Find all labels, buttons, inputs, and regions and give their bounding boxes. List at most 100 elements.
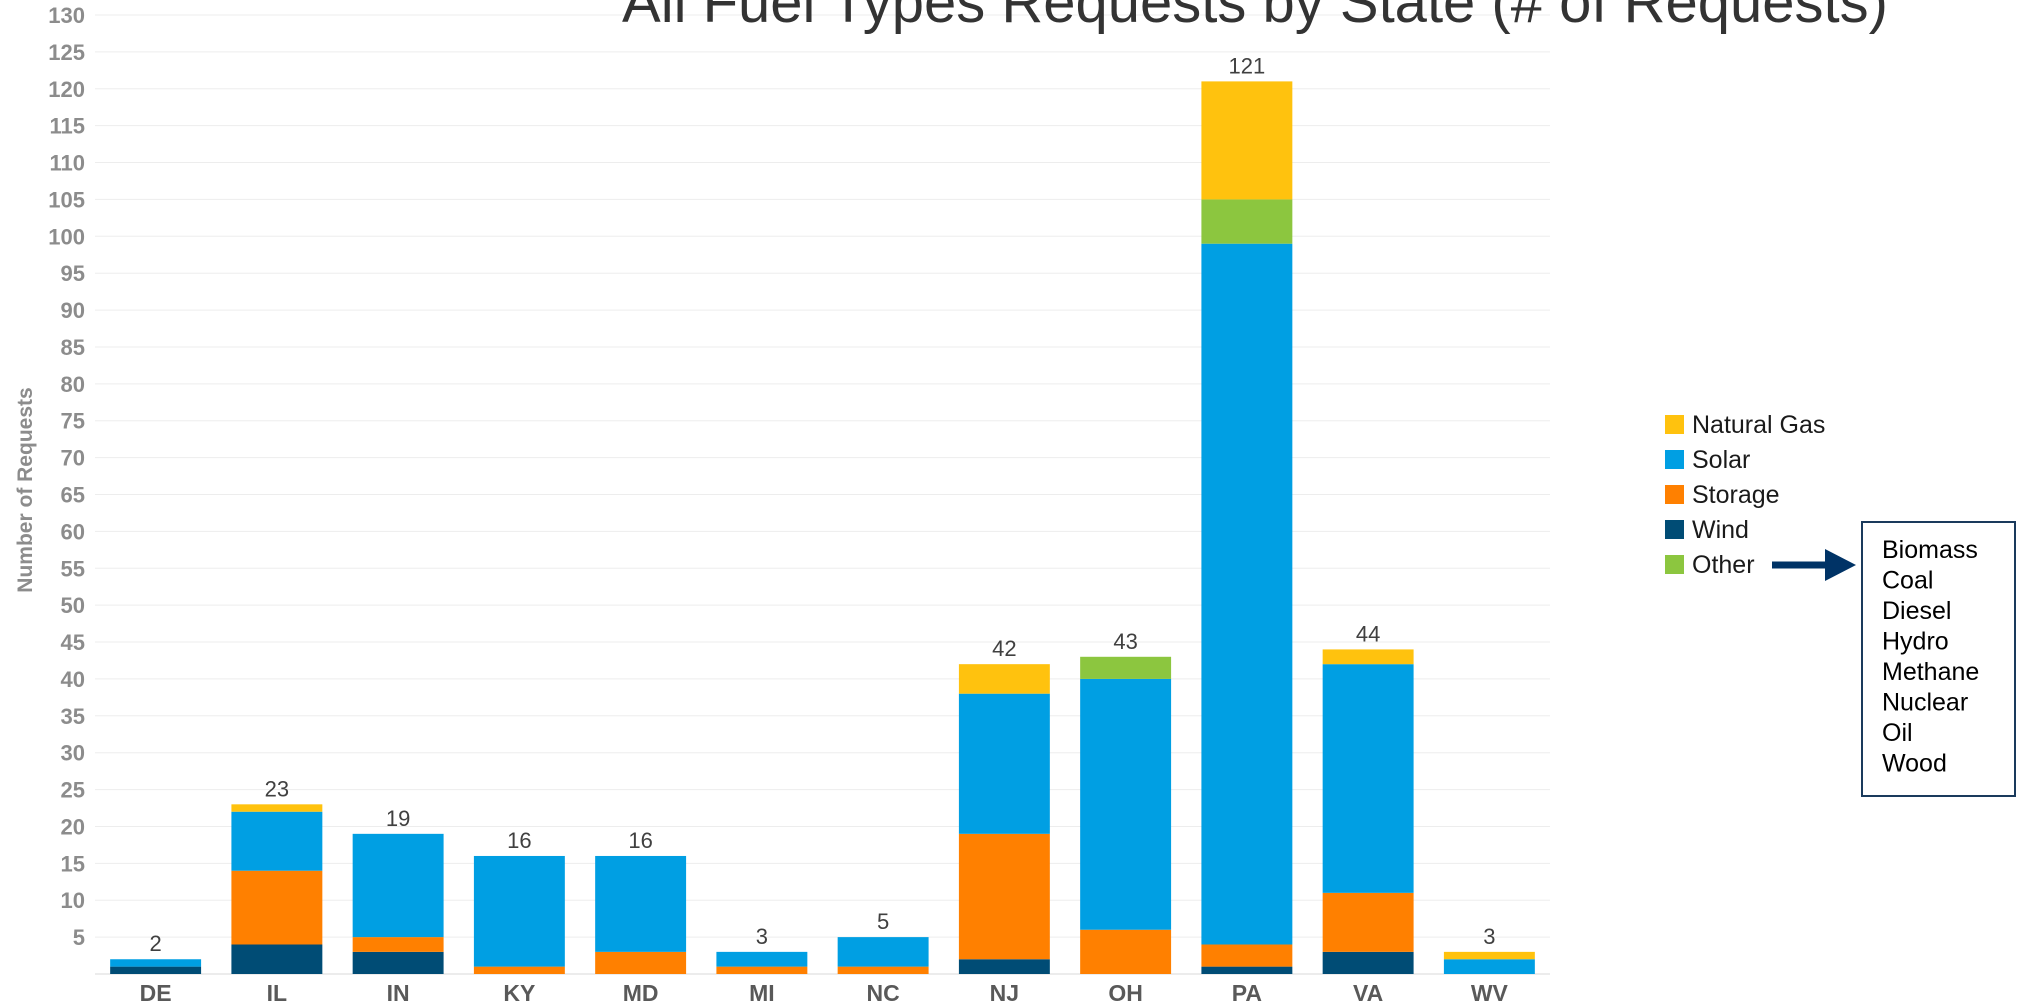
bar-total-label: 43 bbox=[1113, 629, 1137, 654]
bar-segment-natural-gas bbox=[1443, 951, 1535, 960]
y-tick-label: 100 bbox=[48, 224, 85, 249]
other-fuel-type-item: Methane bbox=[1882, 658, 1979, 686]
bar-total-label: 121 bbox=[1229, 53, 1266, 78]
bar-total-label: 16 bbox=[628, 828, 652, 853]
bar-total-label: 16 bbox=[507, 828, 531, 853]
legend-swatch bbox=[1665, 555, 1684, 574]
y-tick-label: 115 bbox=[50, 114, 86, 139]
y-tick-label: 25 bbox=[61, 778, 85, 803]
bar-segment-solar bbox=[110, 959, 202, 967]
bar-segment-storage bbox=[352, 937, 444, 952]
bar-segment-other bbox=[1080, 656, 1172, 679]
x-category-label: DE bbox=[140, 980, 172, 1005]
other-fuel-type-item: Coal bbox=[1882, 567, 1933, 595]
x-category-label: IL bbox=[267, 980, 287, 1005]
bar-segment-solar bbox=[958, 693, 1050, 834]
y-tick-label: 50 bbox=[61, 593, 85, 618]
x-axis-categories: DE IL IN KY MD MI NC NJ OH PA VA WV bbox=[140, 980, 1509, 1005]
bar-total-label: 3 bbox=[1483, 924, 1495, 949]
y-tick-label: 55 bbox=[61, 556, 85, 581]
bar-segment-storage bbox=[473, 966, 565, 974]
bar-segment-solar bbox=[595, 855, 687, 952]
bar-segment-storage bbox=[1080, 929, 1172, 974]
x-category-label: WV bbox=[1471, 980, 1509, 1005]
y-tick-label: 85 bbox=[61, 335, 85, 360]
bar-segment-solar bbox=[837, 937, 929, 967]
bar-segment-wind bbox=[958, 959, 1050, 974]
bar-segment-storage bbox=[837, 966, 929, 974]
x-category-label: IN bbox=[387, 980, 410, 1005]
y-tick-label: 130 bbox=[48, 3, 85, 28]
x-category-label: KY bbox=[503, 980, 535, 1005]
x-category-label: PA bbox=[1232, 980, 1262, 1005]
other-fuel-type-item: Diesel bbox=[1882, 597, 1951, 625]
x-category-label: NJ bbox=[990, 980, 1019, 1005]
legend-label: Other bbox=[1692, 551, 1755, 579]
bar-segment-solar bbox=[231, 811, 323, 871]
y-tick-label: 110 bbox=[50, 151, 86, 176]
bar-segment-solar bbox=[1080, 678, 1172, 930]
y-tick-label: 30 bbox=[61, 741, 85, 766]
bar-segment-other bbox=[1201, 199, 1293, 244]
legend-label: Wind bbox=[1692, 516, 1749, 544]
x-category-label: VA bbox=[1353, 980, 1383, 1005]
y-axis-label: Number of Requests bbox=[14, 387, 37, 592]
bar-total-label: 5 bbox=[877, 909, 889, 934]
y-tick-label: 40 bbox=[61, 667, 85, 692]
y-tick-label: 20 bbox=[61, 814, 85, 839]
legend-swatch bbox=[1665, 450, 1684, 469]
other-fuel-type-item: Nuclear bbox=[1882, 689, 1968, 717]
legend-swatch bbox=[1665, 485, 1684, 504]
bar-total-label: 3 bbox=[756, 924, 768, 949]
bar-segment-storage bbox=[1201, 944, 1293, 967]
legend-label: Solar bbox=[1692, 446, 1750, 474]
other-fuel-type-item: Hydro bbox=[1882, 628, 1949, 656]
bar-segment-storage bbox=[716, 966, 808, 974]
y-tick-label: 5 bbox=[73, 925, 85, 950]
y-tick-label: 95 bbox=[61, 261, 85, 286]
bar-segment-solar bbox=[473, 855, 565, 967]
y-tick-label: 60 bbox=[61, 519, 85, 544]
bar-segment-solar bbox=[352, 833, 444, 938]
legend-swatch bbox=[1665, 520, 1684, 539]
y-tick-label: 10 bbox=[61, 888, 85, 913]
bar-segment-storage bbox=[958, 833, 1050, 960]
arrow-right-icon bbox=[1825, 549, 1856, 581]
chart-title: All Fuel Types Requests by State (# of R… bbox=[622, 0, 1888, 35]
bar-segment-solar bbox=[1322, 664, 1414, 893]
x-category-label: MD bbox=[623, 980, 659, 1005]
legend-label: Storage bbox=[1692, 481, 1780, 509]
y-tick-label: 80 bbox=[61, 372, 85, 397]
grid-lines bbox=[95, 14, 1550, 975]
y-tick-label: 120 bbox=[48, 77, 85, 102]
bar-segment-natural-gas bbox=[1322, 649, 1414, 665]
bar-total-label: 19 bbox=[386, 806, 410, 831]
bar-segment-natural-gas bbox=[958, 664, 1050, 694]
bar-total-label: 42 bbox=[992, 636, 1016, 661]
x-category-label: MI bbox=[749, 980, 775, 1005]
legend: Natural Gas Solar Storage Wind Other bbox=[1665, 411, 1825, 579]
bar-segment-wind bbox=[1201, 966, 1293, 974]
bar-total-label: 2 bbox=[150, 931, 162, 956]
bar-segment-wind bbox=[110, 966, 202, 974]
bar-segment-storage bbox=[595, 951, 687, 974]
other-fuel-type-item: Wood bbox=[1882, 750, 1947, 778]
bars bbox=[110, 81, 1535, 974]
bar-total-label: 23 bbox=[265, 776, 289, 801]
x-category-label: OH bbox=[1108, 980, 1143, 1005]
bar-segment-solar bbox=[1201, 243, 1293, 945]
y-tick-label: 125 bbox=[48, 40, 85, 65]
legend-label: Natural Gas bbox=[1692, 411, 1825, 439]
bar-segment-wind bbox=[1322, 951, 1414, 974]
y-tick-label: 15 bbox=[61, 851, 85, 876]
y-tick-label: 75 bbox=[61, 409, 85, 434]
bar-segment-solar bbox=[716, 951, 808, 967]
other-box-border bbox=[1861, 521, 2016, 797]
y-tick-label: 65 bbox=[61, 483, 85, 508]
legend-swatch bbox=[1665, 415, 1684, 434]
other-fuel-type-item: Biomass bbox=[1882, 536, 1978, 564]
bar-totals: 2 23 19 16 16 3 5 42 43 121 44 3 bbox=[150, 53, 1496, 956]
y-tick-label: 45 bbox=[61, 630, 85, 655]
